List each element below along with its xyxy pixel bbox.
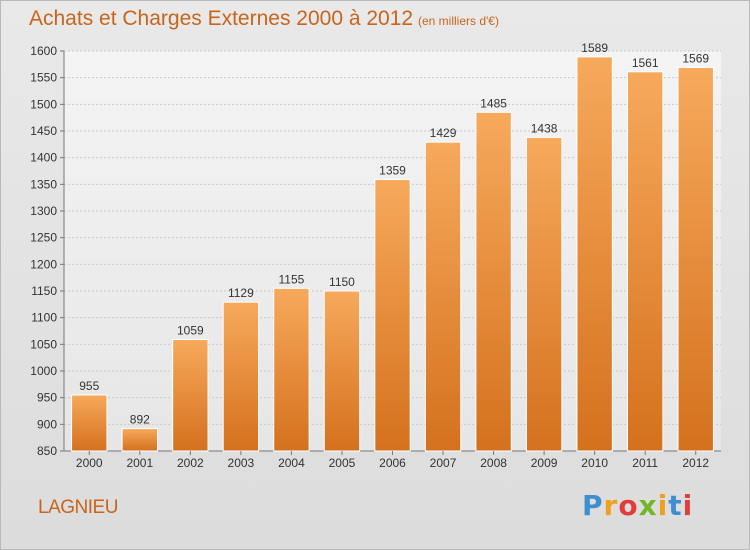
y-tick-label: 1200 <box>30 257 57 271</box>
x-tick-label: 2011 <box>632 456 658 470</box>
y-tick-label: 1300 <box>30 204 57 218</box>
bar-value-label: 1155 <box>279 272 305 286</box>
chart-subtitle: (en milliers d'€) <box>418 14 499 28</box>
y-tick-label: 1050 <box>30 337 57 351</box>
bar-value-label: 1129 <box>228 286 254 300</box>
x-tick-label: 2012 <box>682 456 709 470</box>
x-tick-label: 2000 <box>76 456 103 470</box>
bar <box>273 287 310 452</box>
x-tick-label: 2001 <box>126 456 153 470</box>
bar-value-label: 1485 <box>480 96 507 110</box>
bar-value-label: 1569 <box>682 52 709 66</box>
x-tick-label: 2008 <box>480 456 507 470</box>
bar-value-label: 1438 <box>531 121 558 135</box>
y-tick-label: 1350 <box>30 177 57 191</box>
bar-value-label: 1359 <box>379 164 406 178</box>
bar <box>172 339 209 452</box>
x-tick-label: 2010 <box>581 456 608 470</box>
chart-title: Achats et Charges Externes 2000 à 2012 <box>29 7 414 30</box>
y-tick-label: 1250 <box>30 231 57 245</box>
bar-value-label: 1059 <box>177 324 204 338</box>
y-tick-label: 1450 <box>30 124 57 138</box>
y-tick-label: 1550 <box>30 71 57 85</box>
x-tick-label: 2007 <box>430 456 457 470</box>
y-tick-label: 1500 <box>30 97 57 111</box>
town-name: LAGNIEU <box>38 497 118 518</box>
bar <box>424 141 462 452</box>
y-tick-label: 1600 <box>30 44 57 58</box>
bar <box>475 111 512 452</box>
bar-value-label: 1429 <box>430 126 457 140</box>
x-tick-label: 2003 <box>228 456 255 470</box>
bar-value-label: 1589 <box>581 41 608 55</box>
x-tick-label: 2004 <box>278 456 305 470</box>
bar <box>121 428 158 452</box>
y-tick-label: 950 <box>37 391 57 405</box>
y-tick-label: 1400 <box>30 151 57 165</box>
bar <box>576 56 613 452</box>
bar-value-label: 1561 <box>632 56 659 70</box>
y-tick-label: 850 <box>37 444 57 458</box>
y-tick-label: 1150 <box>31 284 57 298</box>
bar-value-label: 892 <box>130 413 150 427</box>
y-tick-label: 900 <box>37 417 57 431</box>
bar <box>525 136 563 452</box>
x-tick-label: 2009 <box>531 456 558 470</box>
bar <box>222 301 260 452</box>
bar-value-label: 1150 <box>329 275 355 289</box>
y-tick-label: 1100 <box>31 311 57 325</box>
proxiti-logo[interactable]: Proxiti <box>582 489 694 522</box>
bar <box>677 67 714 452</box>
y-tick-label: 1000 <box>30 364 57 378</box>
bar <box>323 290 361 452</box>
x-tick-label: 2002 <box>177 456 204 470</box>
bar <box>71 394 108 452</box>
bar <box>374 179 411 452</box>
bar <box>627 71 664 452</box>
bar-value-label: 955 <box>79 379 99 393</box>
x-tick-label: 2006 <box>379 456 406 470</box>
x-tick-label: 2005 <box>329 456 356 470</box>
